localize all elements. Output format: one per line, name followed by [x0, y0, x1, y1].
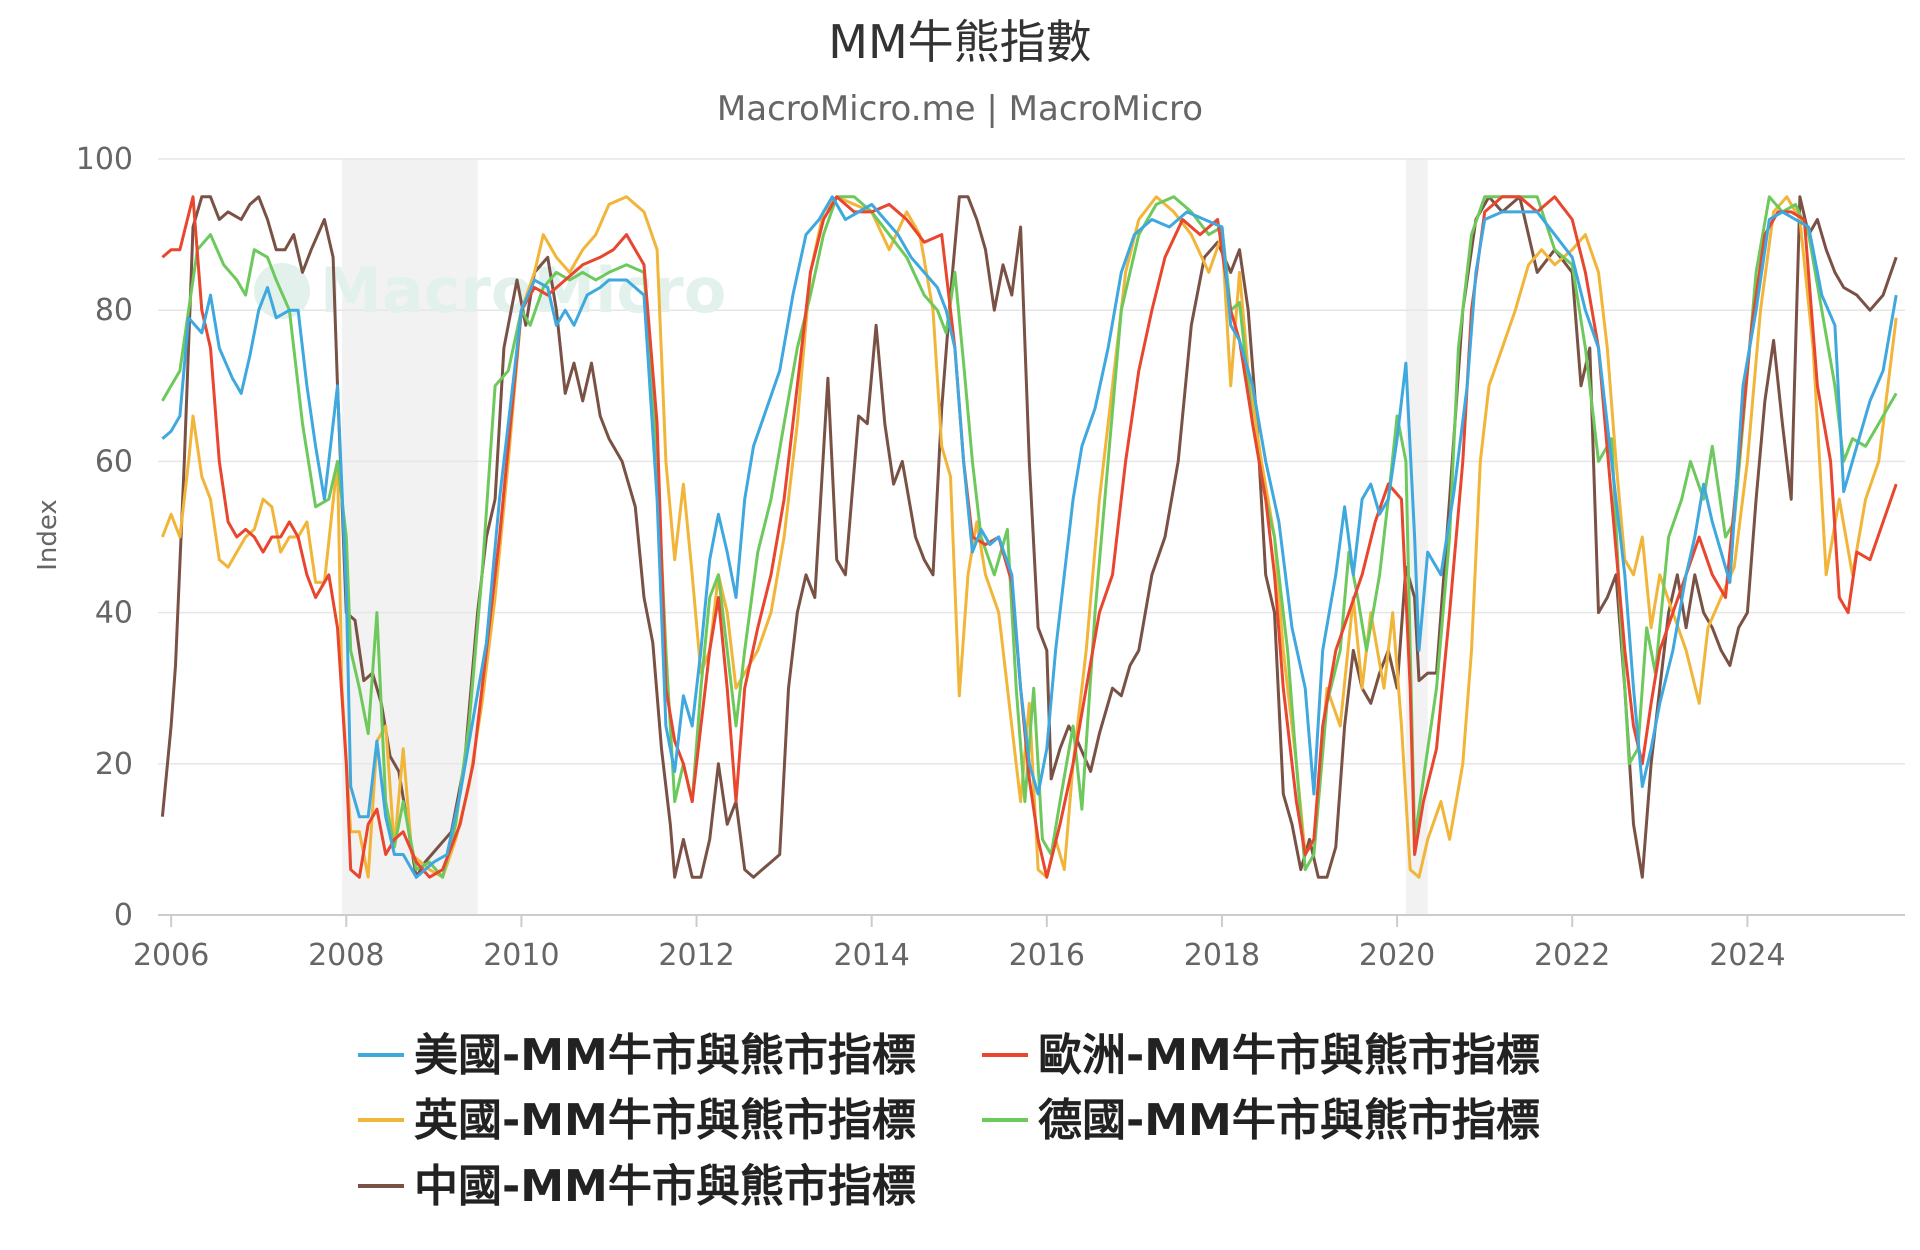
- legend-item-1[interactable]: 歐洲-MM牛市與熊市指標: [982, 1030, 1540, 1081]
- chart-title: MM牛熊指數: [828, 15, 1091, 69]
- legend-label-3: 德國-MM牛市與熊市指標: [1038, 1095, 1540, 1146]
- y-tick-label-40: 40: [95, 596, 133, 631]
- series-line-4: [160, 195, 1898, 879]
- legend-label-4: 中國-MM牛市與熊市指標: [414, 1161, 916, 1212]
- legend-label-0: 美國-MM牛市與熊市指標: [414, 1030, 916, 1081]
- y-tick-label-20: 20: [95, 747, 133, 782]
- y-tick-label-0: 0: [114, 898, 133, 933]
- x-tick-label-2012: 2012: [658, 938, 734, 973]
- recession-band-0: [341, 159, 478, 915]
- x-tick-label-2022: 2022: [1534, 938, 1610, 973]
- legend-item-2[interactable]: 英國-MM牛市與熊市指標: [358, 1095, 916, 1146]
- legend-label-1: 歐洲-MM牛市與熊市指標: [1038, 1030, 1540, 1081]
- legend-item-0[interactable]: 美國-MM牛市與熊市指標: [358, 1030, 916, 1081]
- legend-label-2: 英國-MM牛市與熊市指標: [414, 1095, 916, 1146]
- x-tick-label-2016: 2016: [1009, 938, 1085, 973]
- x-tick-label-2008: 2008: [308, 938, 384, 973]
- y-tick-label-100: 100: [76, 142, 133, 177]
- x-axis-ticks: 2006 2008 2010 2012 2014 2016 2018 2020 2022 2024: [133, 915, 1786, 973]
- chart-subtitle: MacroMicro.me | MacroMicro: [717, 89, 1203, 129]
- x-tick-label-2010: 2010: [483, 938, 559, 973]
- series-line-0: [161, 195, 1898, 879]
- legend-item-4[interactable]: 中國-MM牛市與熊市指標: [358, 1161, 916, 1212]
- y-axis-label: Index: [33, 499, 63, 571]
- x-tick-label-2014: 2014: [834, 938, 910, 973]
- series-lines: [160, 195, 1898, 879]
- recession-bands: [341, 159, 1428, 915]
- x-tick-label-2006: 2006: [133, 938, 209, 973]
- y-tick-label-80: 80: [95, 293, 133, 328]
- x-tick-label-2018: 2018: [1184, 938, 1260, 973]
- x-tick-label-2020: 2020: [1359, 938, 1435, 973]
- series-line-2: [160, 195, 1898, 879]
- y-tick-label-60: 60: [95, 444, 133, 479]
- y-axis-ticks: 0 20 40 60 80 100: [76, 142, 133, 933]
- x-tick-label-2024: 2024: [1709, 938, 1785, 973]
- legend-item-3[interactable]: 德國-MM牛市與熊市指標: [982, 1095, 1540, 1146]
